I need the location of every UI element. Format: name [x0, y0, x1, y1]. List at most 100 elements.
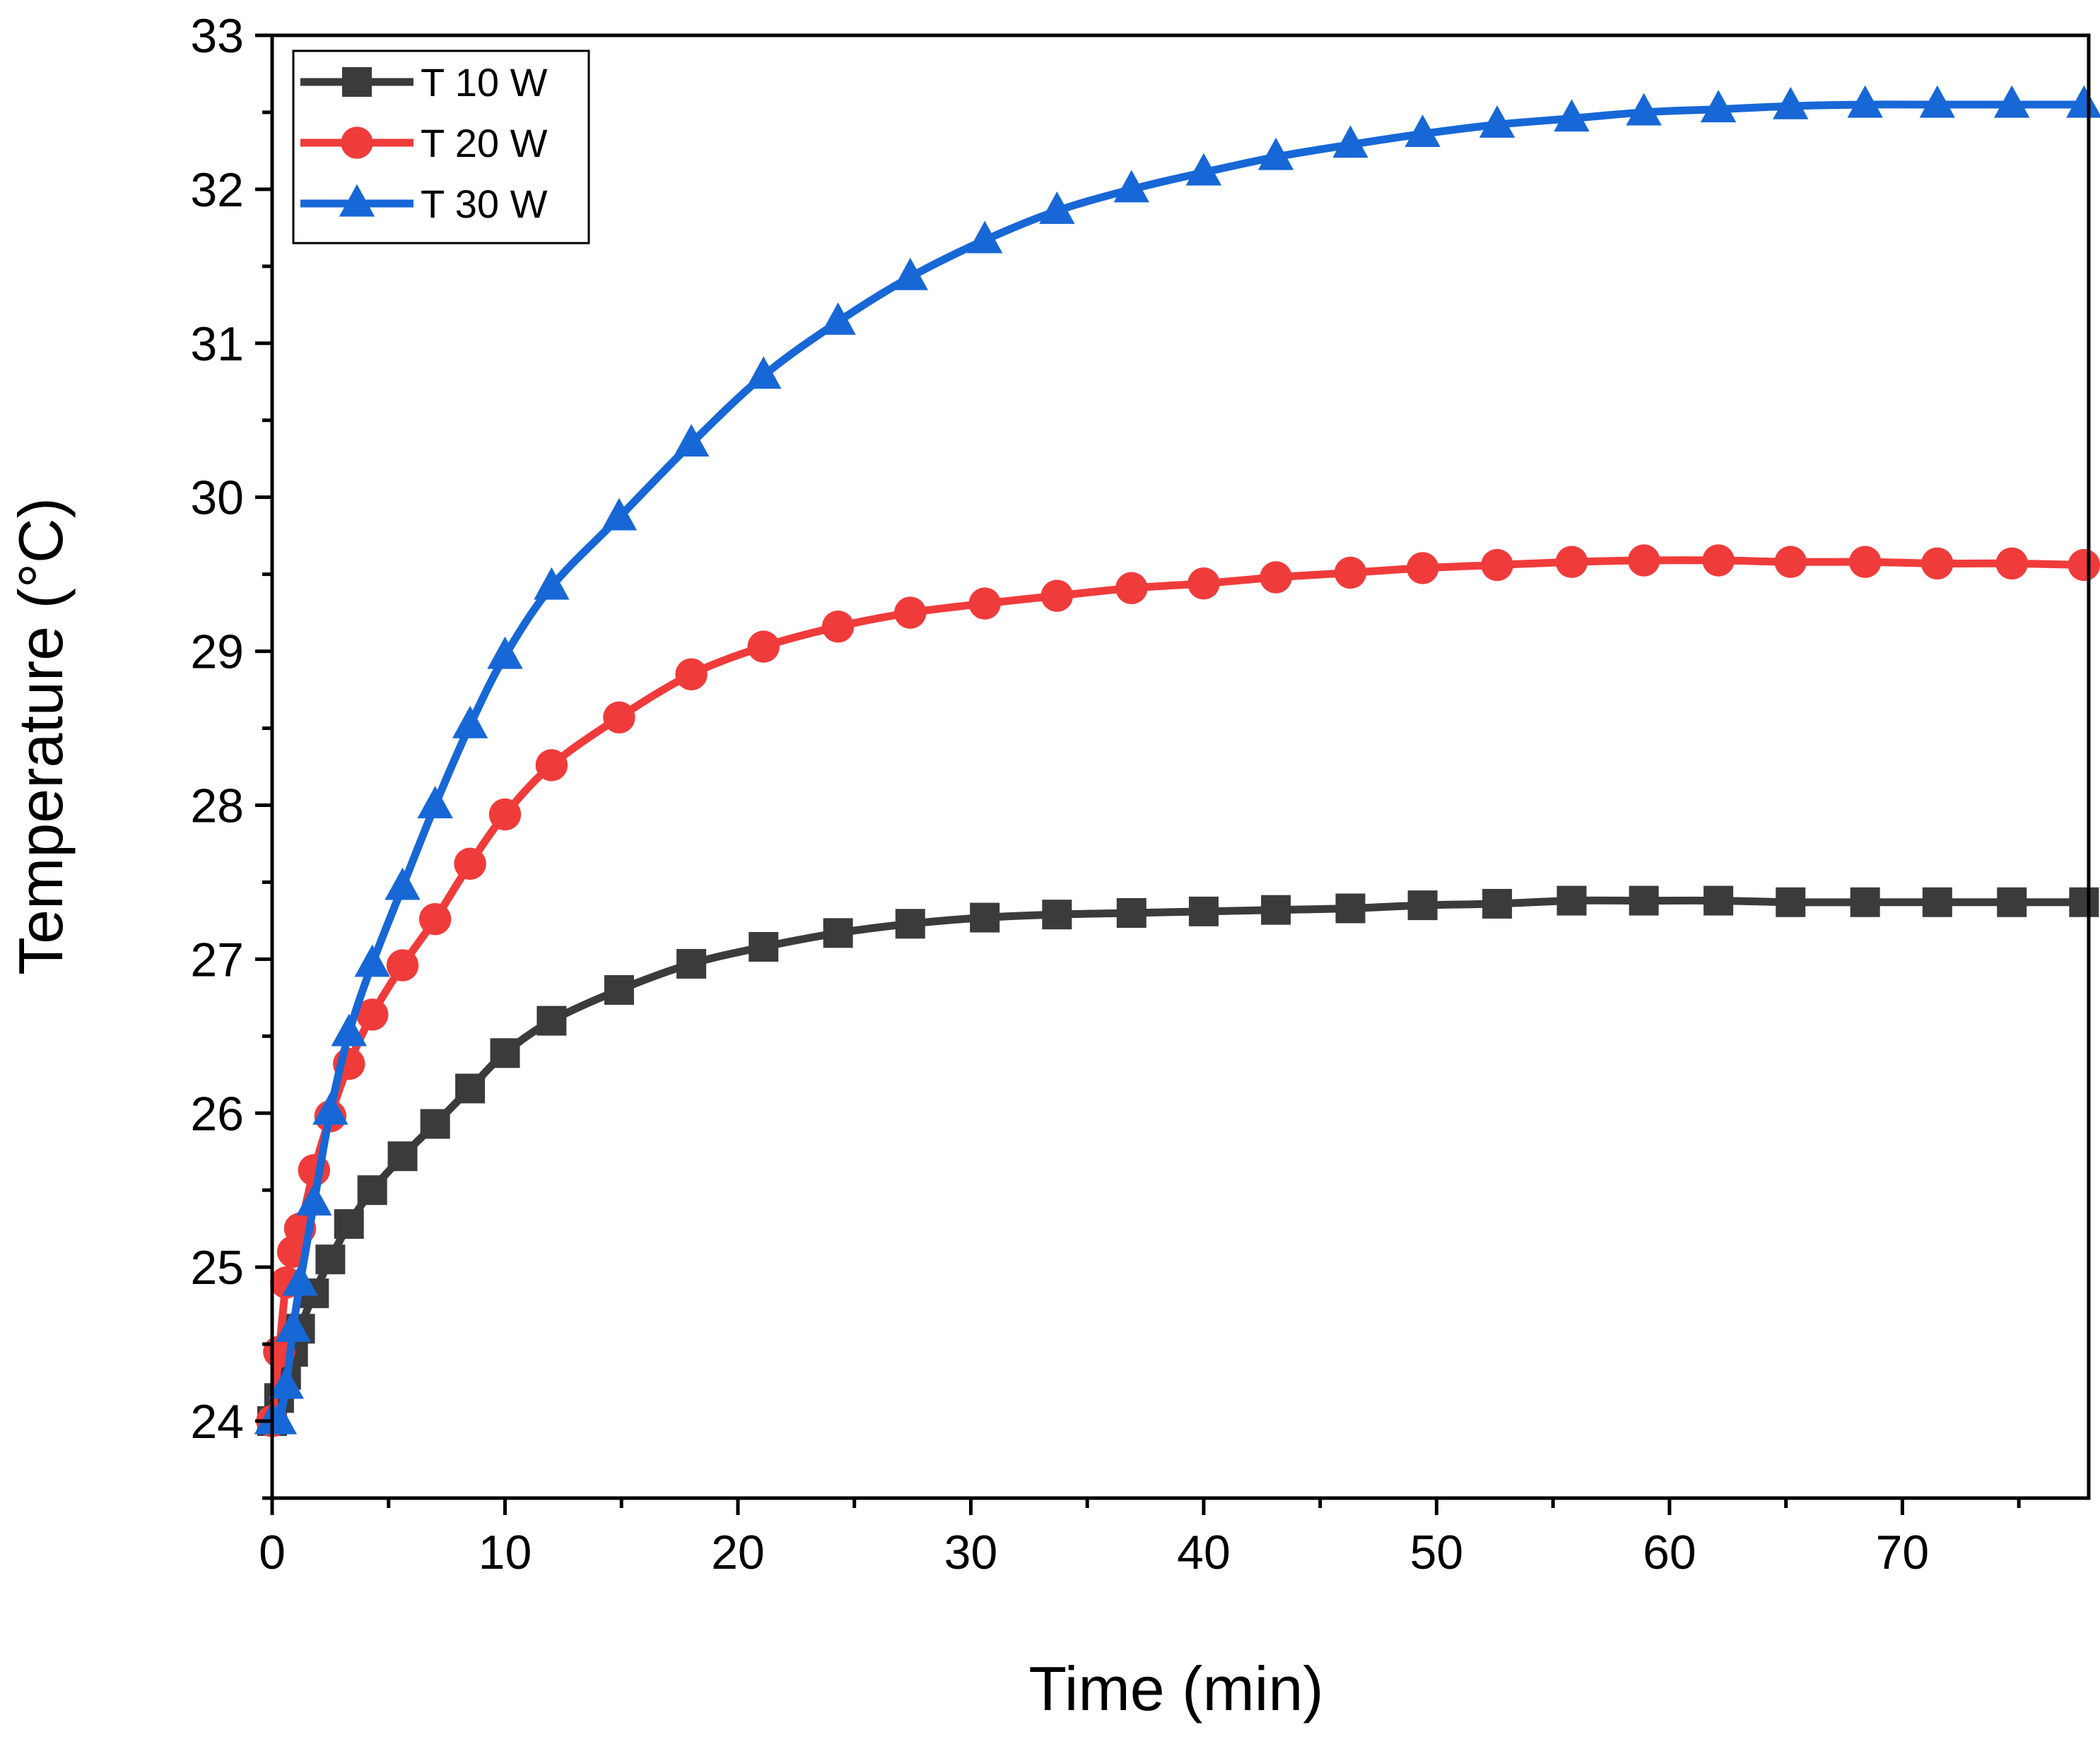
legend-swatch-marker: [342, 67, 372, 97]
y-tick-label: 31: [190, 317, 244, 371]
data-point: [1919, 85, 1956, 118]
data-point: [296, 1183, 332, 1216]
data-point: [452, 705, 488, 738]
axes-layer: 0 10 20 30 40 50 60 70 24 25 26 27 28 29 30 31 32 33: [190, 9, 2091, 1579]
data-point: [673, 424, 710, 456]
data-point: [454, 847, 486, 880]
data-point: [1629, 885, 1659, 916]
y-axis-title: Temperature (°C): [6, 497, 76, 975]
data-point: [487, 636, 523, 669]
data-point: [1187, 567, 1220, 600]
data-point: [490, 1038, 520, 1068]
data-point: [676, 948, 707, 979]
data-point: [1115, 572, 1148, 604]
legend-item: T 30 W: [300, 182, 548, 226]
data-point: [275, 1309, 311, 1342]
y-tick-label: 33: [190, 9, 244, 63]
data-point: [1997, 887, 2027, 917]
data-point: [894, 596, 927, 629]
data-point: [385, 867, 421, 900]
data-point: [536, 1006, 567, 1036]
data-point: [334, 1209, 364, 1239]
data-point: [1482, 888, 1513, 919]
data-point: [1185, 153, 1222, 186]
data-point: [268, 1366, 304, 1399]
x-axis-title: Time (min): [1028, 1654, 1323, 1724]
series-line: [268, 896, 2088, 1425]
data-point: [1334, 556, 1367, 589]
data-point: [821, 611, 855, 643]
y-tick-label: 24: [190, 1395, 244, 1449]
data-point: [968, 587, 1001, 620]
data-point: [1703, 885, 1734, 916]
data-point: [1702, 544, 1735, 577]
data-point: [1700, 90, 1737, 123]
data-point: [535, 749, 568, 782]
data-point: [387, 1141, 418, 1172]
data-point: [1116, 898, 1146, 928]
data-point: [354, 944, 390, 977]
data-point: [1039, 192, 1075, 224]
data-point: [970, 902, 1000, 933]
data-point: [820, 302, 856, 335]
data-point: [312, 1092, 348, 1125]
data-point: [1404, 114, 1441, 147]
data-point: [1776, 887, 1806, 917]
data-point: [1995, 547, 2028, 580]
data-point: [2069, 887, 2099, 917]
data-point: [1332, 125, 1368, 158]
data-point: [418, 903, 452, 936]
y-tick-label: 30: [190, 471, 244, 525]
y-tick-label: 28: [190, 779, 244, 832]
data-point: [746, 356, 782, 389]
data-point: [601, 497, 638, 531]
data-point: [2067, 548, 2100, 582]
legend-swatch-marker: [339, 184, 375, 217]
legend-swatch-marker: [341, 126, 373, 159]
data-point: [315, 1244, 346, 1275]
y-tick-label: 26: [190, 1087, 244, 1141]
data-point: [356, 998, 389, 1031]
data-point: [1994, 85, 2030, 118]
data-point: [1555, 546, 1588, 578]
y-tick-label: 29: [190, 625, 244, 679]
x-tick-label: 20: [711, 1526, 765, 1579]
plot-frame: [270, 33, 2091, 1500]
data-point: [1257, 137, 1294, 170]
data-point: [417, 786, 453, 818]
data-point: [1188, 896, 1219, 926]
legend-item: T 10 W: [300, 60, 548, 105]
data-point: [1113, 170, 1150, 203]
legend-label: T 10 W: [421, 60, 548, 105]
data-point: [1626, 93, 1662, 126]
data-point: [534, 567, 570, 600]
data-point: [1849, 546, 1882, 578]
data-point: [331, 1013, 367, 1047]
data-point: [386, 949, 419, 982]
data-point: [1556, 885, 1587, 916]
data-point: [488, 798, 522, 831]
data-point: [1922, 887, 1952, 917]
data-point: [823, 918, 853, 948]
data-point: [420, 1109, 450, 1139]
y-tick-label: 27: [190, 933, 244, 986]
data-point: [1407, 890, 1438, 921]
data-point: [357, 1175, 387, 1206]
data-point: [2066, 85, 2100, 118]
data-point: [1040, 579, 1074, 612]
x-tick-label: 40: [1177, 1526, 1231, 1579]
series-line: [268, 556, 2088, 1425]
data-point: [1921, 547, 1954, 580]
legend-label: T 30 W: [421, 182, 548, 226]
x-tick-label: 50: [1410, 1526, 1464, 1579]
data-point: [261, 1401, 298, 1434]
x-tick-label: 10: [479, 1526, 532, 1579]
x-tick-label: 30: [944, 1526, 998, 1579]
x-tick-label: 60: [1643, 1526, 1696, 1579]
data-point: [1627, 544, 1660, 577]
series-circle: [256, 544, 2100, 1437]
data-point: [1481, 548, 1513, 582]
data-point: [1850, 887, 1880, 917]
data-point: [747, 630, 780, 663]
